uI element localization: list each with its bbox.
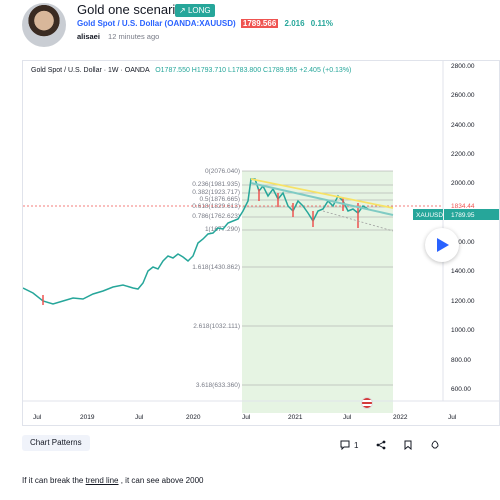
time-axis-label: Jul <box>135 414 144 421</box>
price-axis-label: 1000.00 <box>451 327 475 334</box>
bookmark-icon <box>404 440 412 450</box>
resistance-price-tag-bg <box>444 200 499 211</box>
symbol-link[interactable]: Gold Spot / U.S. Dollar (OANDA:XAUUSD) <box>77 19 236 28</box>
price-axis-label: 1600.00 <box>451 239 475 246</box>
trend-up-icon: ↗ <box>179 6 188 15</box>
current-price-tag-bg <box>444 209 499 220</box>
fib-label: 0.786(1762.623) <box>192 213 240 220</box>
chart-frame[interactable]: 0(2076.040) 0.236(1981.935) 0.382(1923.7… <box>22 60 500 426</box>
price-series <box>23 178 369 305</box>
symbol-tag: XAUUSD <box>416 212 443 219</box>
rocket-icon <box>432 440 439 449</box>
price-axis-label: 1400.00 <box>451 268 475 275</box>
long-badge-label: LONG <box>187 6 211 15</box>
idea-meta: alisaei 12 minutes ago <box>77 32 159 41</box>
trend-line-link[interactable]: trend line <box>85 476 119 485</box>
chart-symbol-title: Gold Spot / U.S. Dollar · 1W · OANDA <box>31 67 150 74</box>
idea-actions: 1 <box>340 440 440 450</box>
long-badge: ↗ LONG <box>175 4 215 17</box>
comment-icon <box>340 440 350 450</box>
share-icon <box>377 440 386 450</box>
fib-label: 0(2076.040) <box>205 168 240 175</box>
play-icon <box>437 238 449 252</box>
price-change-pct: 0.11% <box>310 19 334 28</box>
idea-description: If it can break the trend line , it can … <box>22 476 203 485</box>
price-axis-label: 2200.00 <box>451 151 475 158</box>
play-button[interactable] <box>425 228 459 262</box>
fib-label: 0.618(1829.613) <box>192 203 240 210</box>
time-axis-label: Jul <box>242 414 251 421</box>
us-flag-icon[interactable] <box>361 397 373 409</box>
description-text: If it can break the <box>22 476 86 485</box>
fib-label: 1.618(1430.862) <box>192 264 240 271</box>
time-axis-label: 2021 <box>288 414 303 421</box>
fib-label: 0.236(1981.935) <box>192 181 240 188</box>
current-price-tag: 1789.95 <box>451 212 475 219</box>
time-axis-label: 2020 <box>186 414 201 421</box>
fib-label: 2.618(1032.111) <box>193 323 240 330</box>
chart-legend: Gold Spot / U.S. Dollar · 1W · OANDA O17… <box>31 67 351 74</box>
comments-button[interactable]: 1 <box>340 440 358 450</box>
price-axis-label: 1200.00 <box>451 298 475 305</box>
price-change: 2.016 <box>284 19 305 28</box>
like-button[interactable] <box>430 440 440 450</box>
time-axis-label: Jul <box>343 414 352 421</box>
symbol-tag-bg <box>413 209 443 220</box>
description-text-end: , it can see above 2000 <box>118 476 204 485</box>
price-axis-label: 2600.00 <box>451 92 475 99</box>
price-badge: 1789.566 <box>240 19 279 28</box>
bookmark-button[interactable] <box>404 440 412 450</box>
price-axis-label: 2000.00 <box>451 180 475 187</box>
share-button[interactable] <box>376 440 386 450</box>
ohlc-values: O1787.550 H1793.710 L1783.800 C1789.955 … <box>155 67 352 74</box>
projection-line <box>322 210 394 232</box>
time-axis-label: 2019 <box>80 414 95 421</box>
yellow-trendline <box>250 178 394 209</box>
price-axis-label: 2400.00 <box>451 122 475 129</box>
idea-title[interactable]: Gold one scenario <box>77 2 183 17</box>
fib-label: 0.5(1876.665) <box>200 196 240 203</box>
time-axis-label: Jul <box>33 414 42 421</box>
post-time: 12 minutes ago <box>108 32 160 41</box>
price-axis-label: 600.00 <box>451 386 471 393</box>
time-axis-label: Jul <box>448 414 457 421</box>
chart-canvas: 0(2076.040) 0.236(1981.935) 0.382(1923.7… <box>23 61 499 421</box>
category-chip[interactable]: Chart Patterns <box>22 435 90 451</box>
resistance-price-tag: 1834.44 <box>451 203 475 210</box>
fib-label: 0.382(1923.717) <box>192 189 240 196</box>
time-axis-label: 2022 <box>393 414 408 421</box>
price-axis-label: 800.00 <box>451 357 471 364</box>
fib-label: 3.618(633.360) <box>196 382 240 389</box>
price-axis-label: 2800.00 <box>451 63 475 70</box>
comments-count: 1 <box>354 440 359 450</box>
teal-trendline <box>250 182 394 216</box>
author-name[interactable]: alisaei <box>77 32 100 41</box>
symbol-line: Gold Spot / U.S. Dollar (OANDA:XAUUSD) 1… <box>77 19 333 28</box>
author-avatar[interactable] <box>22 3 66 47</box>
